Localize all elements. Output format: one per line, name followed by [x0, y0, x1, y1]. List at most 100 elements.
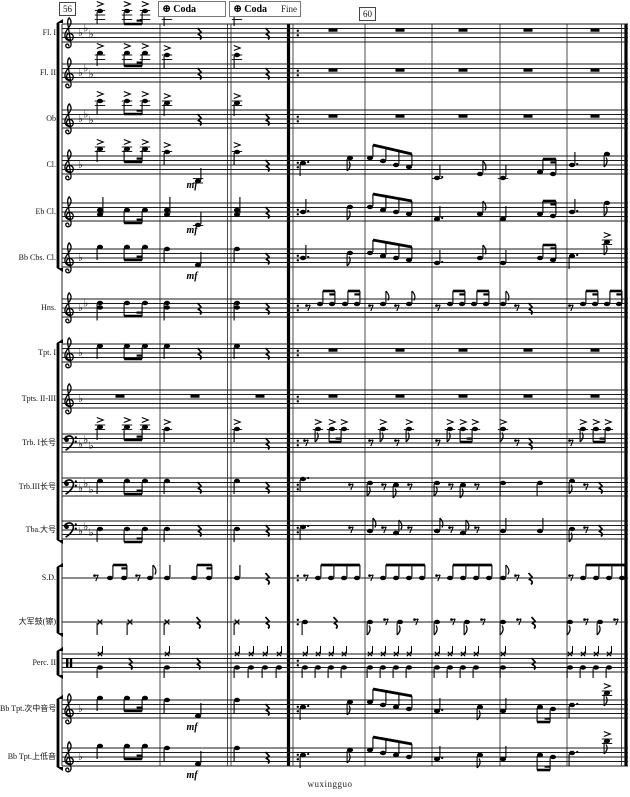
- rest-glyph: [368, 304, 374, 312]
- note-glyph: [94, 42, 106, 66]
- note-glyph: [601, 231, 613, 256]
- flat-sign: ♭: [83, 63, 88, 75]
- instrument-label-bb-tpt-baritone: Bb Tpt.上低音: [7, 752, 56, 761]
- rest-glyph: [305, 304, 311, 312]
- note-glyph: [121, 0, 151, 26]
- note-glyph: [568, 526, 576, 543]
- note-glyph: [446, 563, 493, 581]
- note-glyph: [299, 245, 310, 261]
- rest-glyph: [264, 481, 271, 495]
- note-glyph: [433, 206, 444, 222]
- bass-clef-icon: [63, 522, 77, 538]
- repeat-dot: [296, 354, 299, 357]
- note-glyph: [194, 751, 202, 767]
- note-glyph: [433, 517, 444, 534]
- note-glyph: [366, 646, 374, 678]
- dynamic-mf: mf: [186, 225, 199, 236]
- note-glyph: [96, 646, 104, 678]
- note-glyph: [192, 168, 204, 184]
- rest-glyph: [196, 524, 203, 538]
- note-glyph: [499, 518, 507, 534]
- note-glyph: [96, 244, 104, 260]
- rest-glyph: [523, 114, 533, 118]
- rest-glyph: [527, 572, 534, 586]
- instrument-label-hns: Hns.: [41, 303, 56, 312]
- svg-text:mf: mf: [186, 180, 199, 191]
- note-glyph: [326, 418, 350, 444]
- note-glyph: [316, 289, 336, 307]
- rest-glyph: [368, 574, 374, 582]
- flat-sign: ♭: [89, 484, 94, 496]
- note-glyph: [476, 200, 487, 217]
- note-glyph: [299, 752, 310, 768]
- rest-glyph: [348, 483, 354, 491]
- rest-glyph: [368, 439, 374, 447]
- note-glyph: [301, 646, 309, 678]
- rest-glyph: [516, 618, 522, 626]
- flat-sign: ♭: [78, 393, 83, 405]
- rest-glyph: [590, 114, 600, 118]
- note-glyph: [96, 300, 104, 321]
- footer-credit: wuxingguo: [307, 779, 353, 789]
- note-glyph: [499, 619, 507, 636]
- rest-glyph: [264, 159, 271, 173]
- staff-eb-cl: mf: [62, 192, 628, 236]
- rest-glyph: [458, 28, 468, 32]
- flat-sign: ♭: [89, 527, 94, 539]
- flat-sign: ♭: [89, 115, 94, 127]
- note-glyph: [579, 289, 599, 307]
- rest-glyph: [448, 483, 454, 491]
- note-glyph: [126, 619, 133, 635]
- note-glyph: [233, 300, 241, 321]
- rest-glyph: [480, 618, 486, 626]
- flat-sign: ♭: [83, 109, 88, 121]
- note-glyph: [536, 480, 544, 496]
- note-glyph: [470, 289, 490, 307]
- rest-glyph: [264, 206, 271, 220]
- note-glyph: [301, 619, 309, 635]
- repeat-dot: [296, 213, 299, 216]
- note-glyph: [231, 418, 243, 442]
- barline: [286, 24, 291, 766]
- rest-glyph: [474, 483, 480, 491]
- instrument-label-cl: Cl.: [46, 160, 56, 169]
- flat-sign: ♭: [83, 298, 88, 310]
- barline: [499, 24, 501, 766]
- note-glyph: [163, 697, 171, 713]
- note-glyph: [161, 44, 173, 68]
- flat-sign: ♭: [78, 159, 83, 171]
- coda-marker-1: ⊕ Coda: [158, 1, 226, 17]
- note-glyph: [94, 138, 106, 162]
- note-glyph: [379, 646, 387, 678]
- repeat-dot: [296, 574, 299, 577]
- note-glyph: [499, 746, 507, 762]
- note-glyph: [231, 44, 243, 68]
- note-glyph: [94, 416, 106, 440]
- note-glyph: [566, 646, 574, 678]
- repeat-dot: [296, 758, 299, 761]
- rest-glyph: [127, 657, 134, 671]
- repeat-dot: [296, 166, 299, 169]
- barline: [230, 24, 232, 766]
- note-glyph: [568, 750, 579, 766]
- note-glyph: [299, 160, 310, 176]
- note-glyph: [121, 90, 151, 116]
- rest-glyph: [395, 348, 405, 352]
- note-glyph: [476, 704, 484, 721]
- repeat-dot: [296, 349, 299, 352]
- note-glyph: [405, 646, 413, 678]
- rest-glyph: [196, 347, 203, 361]
- note-glyph: [312, 418, 324, 443]
- note-glyph: [396, 619, 404, 636]
- bass-clef-icon: [63, 435, 77, 451]
- rest-glyph: [583, 618, 589, 626]
- note-glyph: [247, 646, 255, 678]
- rest-glyph: [568, 304, 574, 312]
- note-glyph: [341, 289, 361, 307]
- flat-sign: ♭: [78, 526, 83, 538]
- percussion-clef-icon: [66, 658, 73, 668]
- rest-glyph: [458, 394, 468, 398]
- note-glyph: [433, 698, 444, 714]
- instrument-label-trb-1: Trb. I长号: [22, 438, 56, 447]
- rest-glyph: [264, 302, 271, 316]
